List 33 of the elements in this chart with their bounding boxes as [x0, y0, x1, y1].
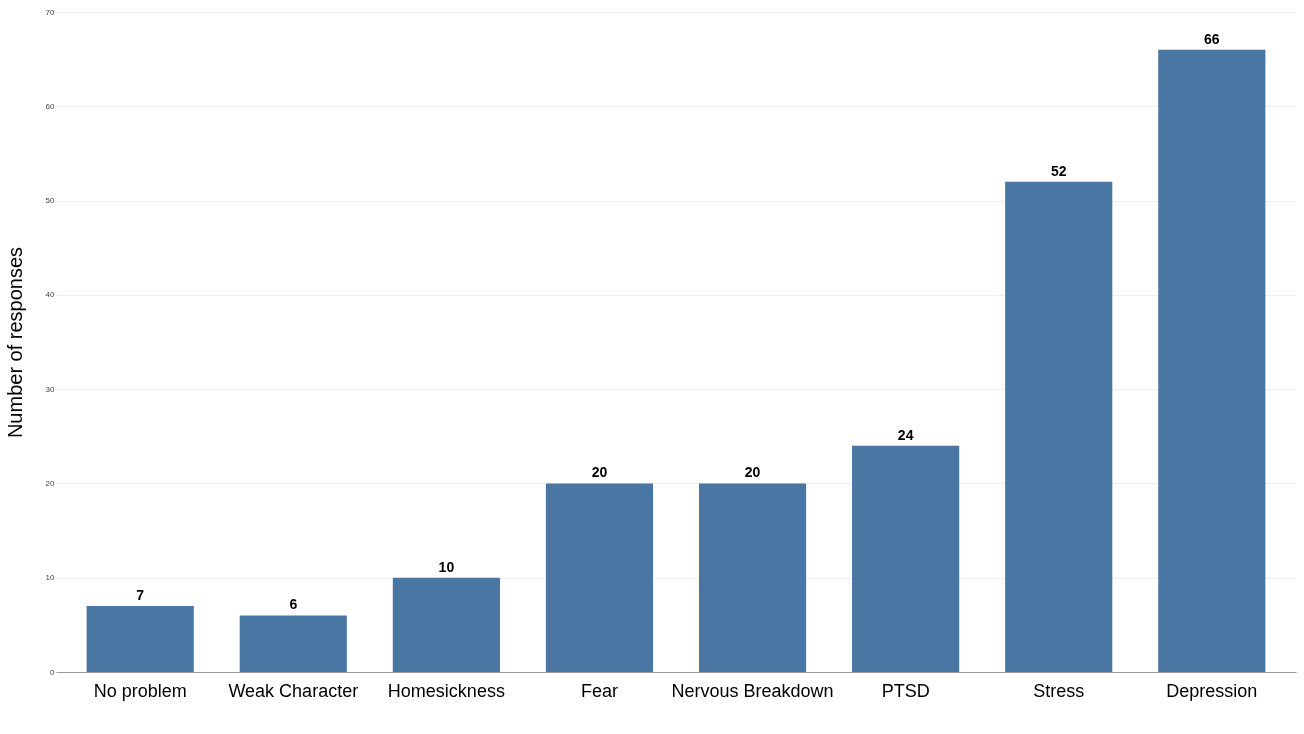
y-tick-label: 40 — [45, 290, 56, 300]
x-tick-label: Homesickness — [387, 680, 505, 701]
y-tick-label: 50 — [45, 196, 56, 206]
x-tick-label: Nervous Breakdown — [671, 680, 834, 701]
y-tick-label: 70 — [45, 7, 56, 17]
bar — [545, 483, 654, 672]
data-label: 52 — [1050, 162, 1067, 179]
bar — [698, 483, 807, 672]
bar — [1005, 181, 1113, 672]
x-tick-label: Weak Character — [228, 680, 359, 701]
data-label: 24 — [897, 426, 914, 443]
y-tick-label: 10 — [45, 573, 56, 583]
y-tick-label: 30 — [45, 384, 56, 394]
data-label: 20 — [591, 464, 608, 481]
data-label: 7 — [136, 587, 145, 603]
bar — [852, 445, 960, 672]
y-axis-title: Number of responses — [3, 246, 26, 439]
x-tick-label: Fear — [580, 680, 618, 701]
x-tick-label: Depression — [1166, 680, 1258, 701]
data-label: 20 — [744, 464, 761, 481]
x-tick-label: No problem — [93, 680, 187, 701]
bar — [392, 577, 500, 672]
data-label: 6 — [289, 596, 298, 613]
data-label: 66 — [1204, 30, 1220, 47]
y-tick-label: 20 — [45, 478, 56, 488]
y-tick-label: 60 — [45, 101, 56, 111]
bar — [86, 606, 194, 672]
data-label: 10 — [438, 558, 455, 575]
bar — [239, 615, 347, 672]
y-tick-label: 0 — [50, 667, 56, 677]
x-tick-label: Stress — [1033, 680, 1085, 701]
x-tick-label: PTSD — [881, 680, 930, 701]
bar — [1158, 49, 1266, 672]
